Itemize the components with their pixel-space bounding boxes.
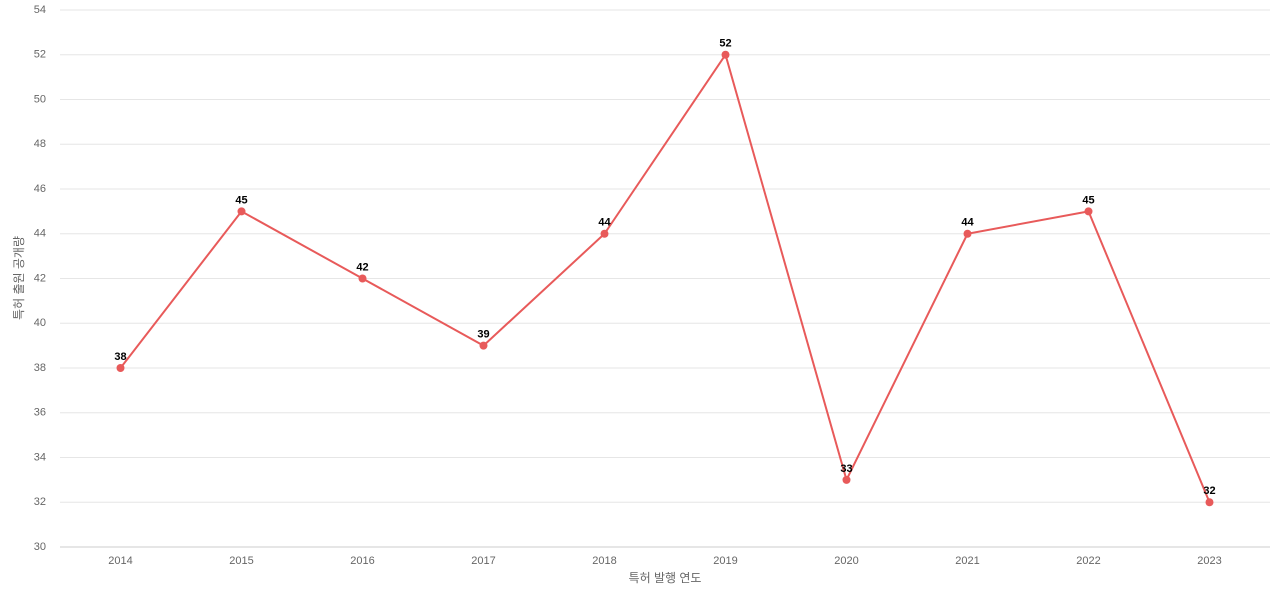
y-tick-label: 54 (34, 4, 46, 16)
y-tick-label: 48 (34, 138, 46, 150)
point (721, 50, 730, 59)
value-label: 42 (356, 261, 368, 273)
value-label: 32 (1203, 485, 1215, 497)
x-tick-label: 2014 (108, 555, 132, 567)
x-tick-label: 2022 (1076, 555, 1100, 567)
y-tick-label: 42 (34, 272, 46, 284)
point (237, 207, 246, 216)
x-tick-label: 2021 (955, 555, 979, 567)
value-label: 52 (719, 38, 731, 50)
value-label: 33 (840, 463, 852, 475)
point (479, 341, 488, 350)
x-tick-label: 2023 (1197, 555, 1221, 567)
y-tick-label: 52 (34, 49, 46, 61)
x-tick-label: 2020 (834, 555, 858, 567)
y-tick-label: 40 (34, 317, 46, 329)
y-tick-label: 30 (34, 541, 46, 553)
value-label: 39 (477, 329, 489, 341)
x-tick-label: 2017 (471, 555, 495, 567)
point (963, 229, 972, 238)
value-label: 38 (114, 351, 126, 363)
point (600, 229, 609, 238)
y-tick-label: 46 (34, 183, 46, 195)
x-tick-label: 2019 (713, 555, 737, 567)
value-label: 45 (235, 194, 247, 206)
y-tick-label: 34 (34, 451, 46, 463)
y-tick-label: 44 (34, 228, 46, 240)
x-tick-label: 2015 (229, 555, 253, 567)
point (116, 364, 125, 372)
point (842, 475, 851, 484)
y-tick-label: 32 (34, 496, 46, 508)
y-tick-label: 36 (34, 407, 46, 419)
x-axis-title: 특허 발행 연도 (629, 570, 702, 585)
value-label: 44 (598, 217, 611, 229)
point (1205, 498, 1214, 507)
y-tick-label: 38 (34, 362, 46, 374)
point (358, 274, 367, 283)
y-tick-label: 50 (34, 93, 46, 105)
value-label: 45 (1082, 194, 1094, 206)
y-axis-title: 특허 출원 공개량 (12, 236, 26, 320)
x-tick-label: 2016 (350, 555, 374, 567)
value-label: 44 (961, 217, 974, 229)
point (1084, 207, 1093, 216)
line (119, 52, 1211, 503)
x-tick-label: 2018 (592, 555, 616, 567)
